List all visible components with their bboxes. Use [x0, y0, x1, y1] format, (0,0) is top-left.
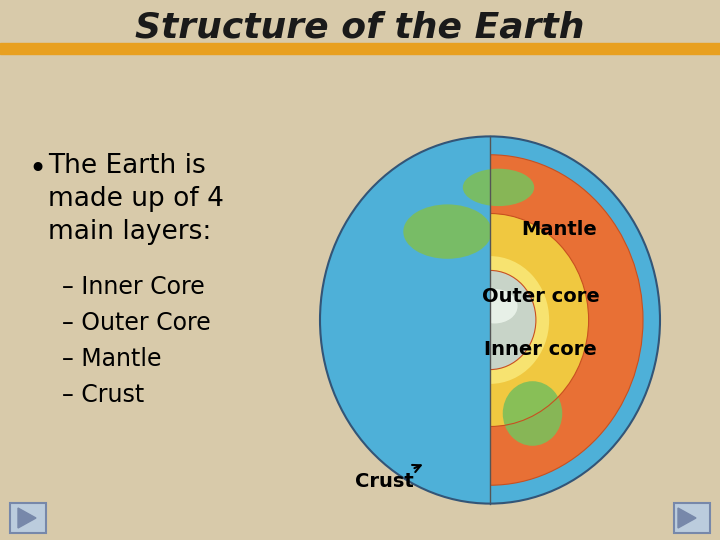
Text: – Mantle: – Mantle — [62, 347, 161, 371]
Ellipse shape — [444, 271, 536, 369]
FancyBboxPatch shape — [10, 503, 46, 533]
Ellipse shape — [463, 168, 534, 206]
Ellipse shape — [337, 155, 643, 485]
Text: – Outer Core: – Outer Core — [62, 311, 211, 335]
Polygon shape — [18, 508, 36, 528]
Ellipse shape — [431, 256, 549, 384]
Text: – Crust: – Crust — [62, 383, 144, 407]
Text: The Earth is
made up of 4
main layers:: The Earth is made up of 4 main layers: — [48, 153, 224, 245]
Ellipse shape — [320, 137, 660, 504]
Text: Outer core: Outer core — [482, 287, 600, 306]
Ellipse shape — [503, 381, 562, 446]
Ellipse shape — [403, 205, 492, 259]
Text: – Inner Core: – Inner Core — [62, 275, 204, 299]
Ellipse shape — [392, 213, 589, 427]
FancyBboxPatch shape — [674, 503, 710, 533]
Text: Crust: Crust — [355, 465, 420, 491]
Text: Structure of the Earth: Structure of the Earth — [135, 11, 585, 45]
Text: Mantle: Mantle — [521, 220, 597, 239]
Bar — [0, 43, 720, 54]
Ellipse shape — [320, 137, 660, 504]
Ellipse shape — [472, 289, 518, 323]
Text: Inner core: Inner core — [484, 340, 597, 359]
Text: •: • — [28, 155, 46, 184]
Polygon shape — [678, 508, 696, 528]
